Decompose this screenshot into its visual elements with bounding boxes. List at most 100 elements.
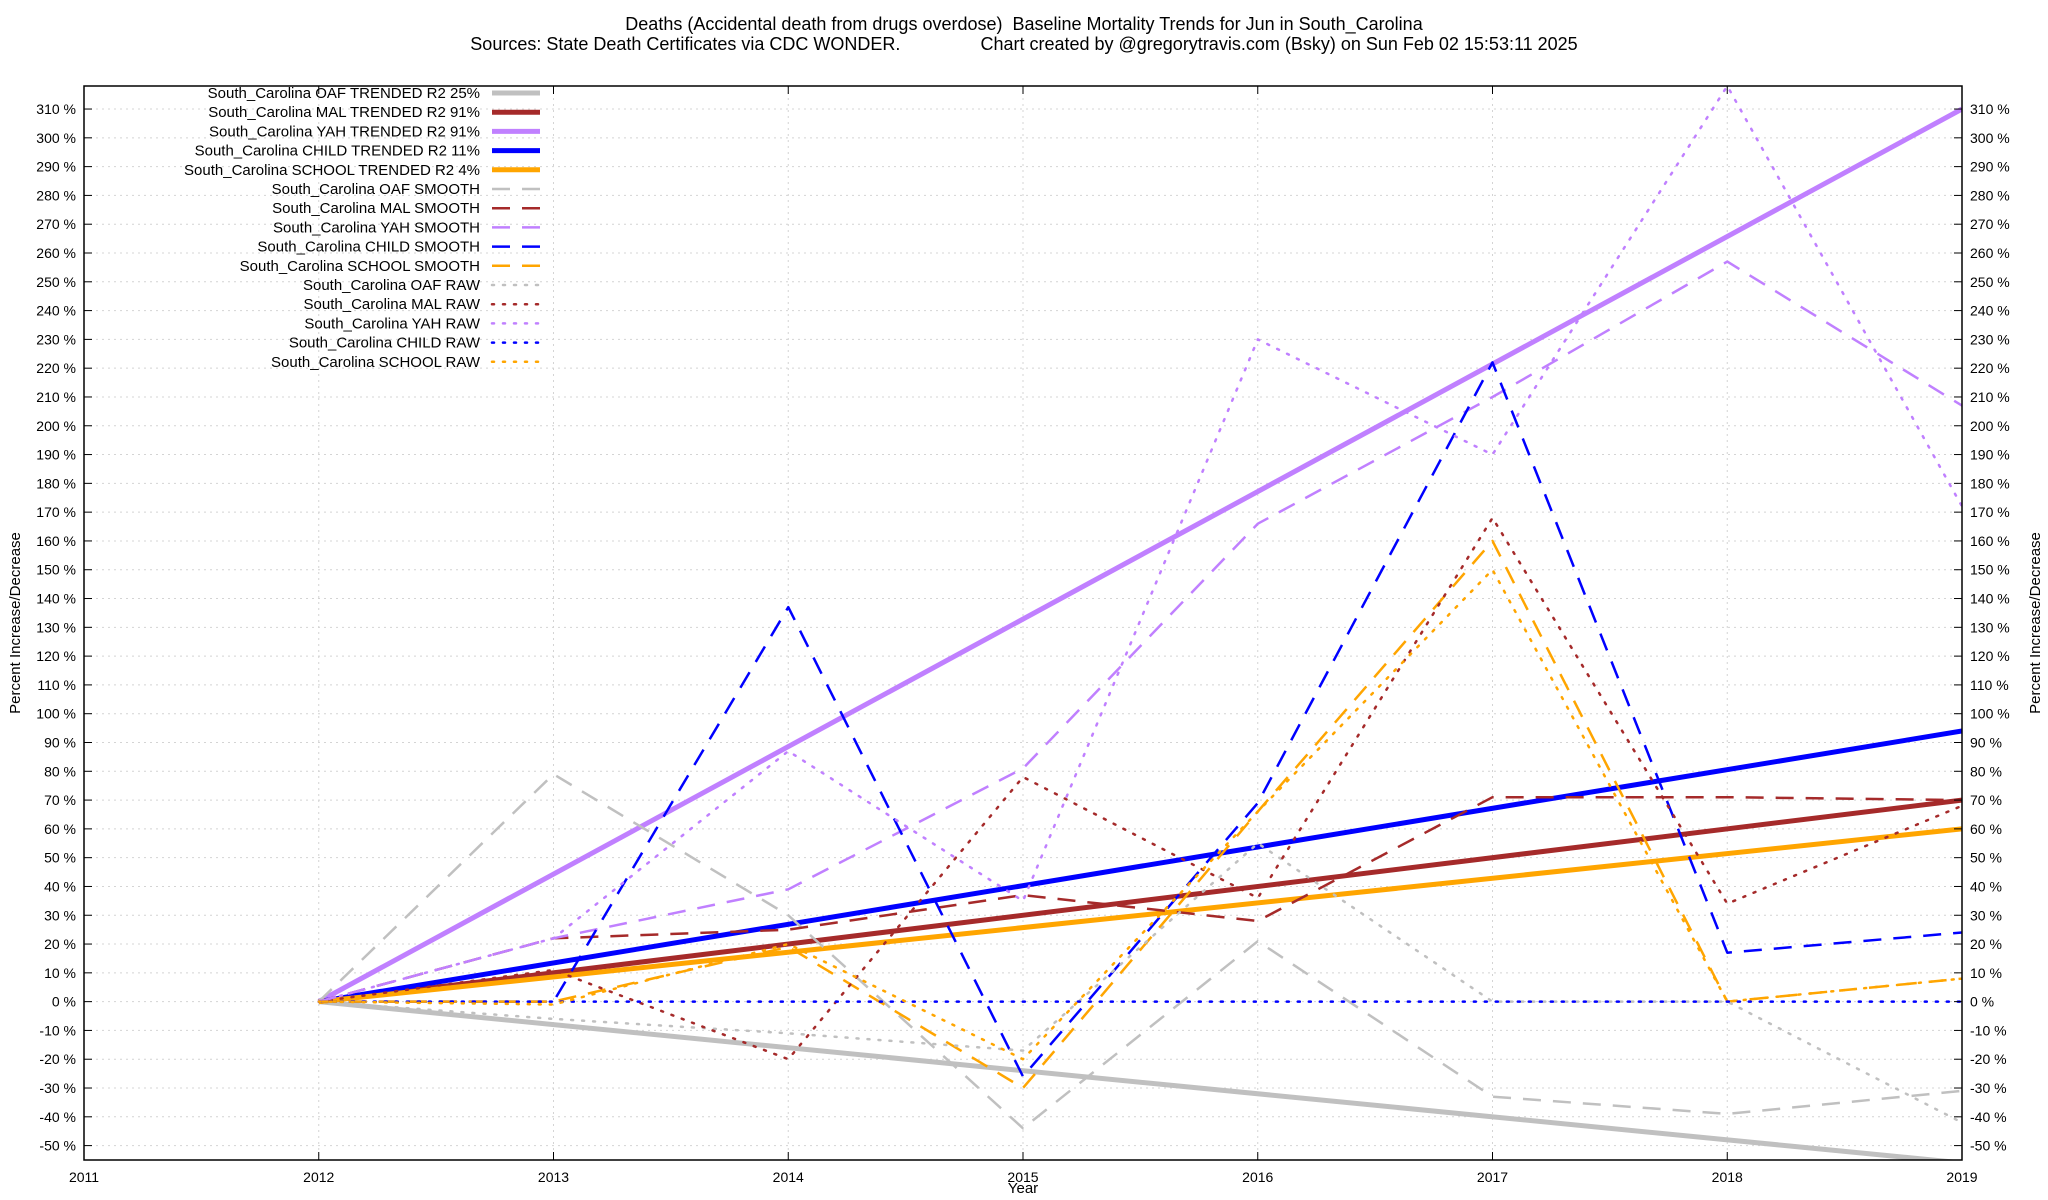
y2-axis-label: Percent Increase/Decrease	[2027, 532, 2044, 714]
y-tick-label: 10 %	[44, 965, 76, 981]
y2-tick-label: 190 %	[1970, 447, 2010, 463]
y2-tick-label: -50 %	[1970, 1138, 2007, 1154]
legend-label: South_Carolina YAH TRENDED R2 91%	[209, 123, 480, 140]
legend-label: South_Carolina MAL RAW	[304, 296, 481, 313]
y-tick-label: -20 %	[39, 1051, 76, 1067]
x-tick-label: 2013	[538, 1169, 569, 1185]
y2-tick-label: 140 %	[1970, 591, 2010, 607]
y2-tick-label: 280 %	[1970, 187, 2010, 203]
legend-label: South_Carolina CHILD SMOOTH	[257, 239, 480, 256]
x-tick-label: 2014	[773, 1169, 804, 1185]
y-tick-label: -40 %	[39, 1109, 76, 1125]
y2-tick-label: 0 %	[1970, 994, 1994, 1010]
y-tick-label: 80 %	[44, 763, 76, 779]
y-tick-label: 260 %	[36, 245, 76, 261]
series-line-10	[317, 842, 1962, 1124]
y-axis-label: Percent Increase/Decrease	[7, 532, 24, 714]
y-tick-label: 140 %	[36, 591, 76, 607]
y2-tick-label: 50 %	[1970, 850, 2002, 866]
y-tick-label: 240 %	[36, 303, 76, 319]
series-line-7	[318, 260, 1962, 1003]
series-line-12	[317, 86, 1962, 1003]
y2-tick-label: -20 %	[1970, 1051, 2007, 1067]
legend-label: South_Carolina MAL TRENDED R2 91%	[208, 104, 480, 121]
legend-label: South_Carolina OAF TRENDED R2 25%	[208, 85, 480, 102]
y2-tick-label: 120 %	[1970, 648, 2010, 664]
y2-tick-label: 150 %	[1970, 562, 2010, 578]
x-tick-label: 2012	[303, 1169, 334, 1185]
legend-label: South_Carolina YAH RAW	[304, 315, 480, 332]
legend-label: South_Carolina OAF SMOOTH	[272, 181, 480, 198]
y2-tick-label: 80 %	[1970, 763, 2002, 779]
y2-tick-label: 300 %	[1970, 130, 2010, 146]
y2-tick-label: 30 %	[1970, 907, 2002, 923]
y2-tick-label: -10 %	[1970, 1022, 2007, 1038]
series-line-3	[318, 728, 1962, 1005]
y2-tick-label: 60 %	[1970, 821, 2002, 837]
y-tick-label: 20 %	[44, 936, 76, 952]
y2-tick-label: 230 %	[1970, 331, 2010, 347]
y-tick-label: 50 %	[44, 850, 76, 866]
y2-tick-label: 210 %	[1970, 389, 2010, 405]
series-group	[317, 86, 1962, 1160]
y2-tick-label: 270 %	[1970, 216, 2010, 232]
y2-tick-label: -40 %	[1970, 1109, 2007, 1125]
y-tick-label: 300 %	[36, 130, 76, 146]
y2-tick-label: 70 %	[1970, 792, 2002, 808]
legend-label: South_Carolina SCHOOL RAW	[271, 354, 481, 371]
y-tick-label: 110 %	[37, 677, 76, 693]
y-tick-label: 120 %	[36, 648, 76, 664]
legend-label: South_Carolina OAF RAW	[303, 277, 481, 294]
series-line-4	[318, 826, 1962, 1005]
y-tick-label: -30 %	[39, 1080, 76, 1096]
y2-tick-label: 180 %	[1970, 475, 2010, 491]
series-line-14	[317, 568, 1962, 1061]
y2-tick-label: 200 %	[1970, 418, 2010, 434]
y-tick-label: 60 %	[44, 821, 76, 837]
series-line-9	[318, 539, 1962, 1090]
y2-tick-label: 310 %	[1970, 101, 2010, 117]
legend: South_Carolina OAF TRENDED R2 25% South_C…	[184, 85, 542, 371]
y-tick-label: 90 %	[44, 734, 76, 750]
legend-label: South_Carolina MAL SMOOTH	[272, 200, 480, 217]
x-tick-label: 2016	[1242, 1169, 1273, 1185]
x-tick-label: 2018	[1712, 1169, 1743, 1185]
y2-tick-label: 250 %	[1970, 274, 2010, 290]
y2-tick-label: -30 %	[1970, 1080, 2007, 1096]
y-tick-label: 280 %	[36, 187, 76, 203]
y2-tick-label: 240 %	[1970, 303, 2010, 319]
x-axis-label: Year	[1008, 1180, 1038, 1197]
y-tick-label: 230 %	[36, 331, 76, 347]
grid	[83, 86, 1963, 1160]
y-tick-label: 150 %	[36, 562, 76, 578]
y-tick-label: 220 %	[36, 360, 76, 376]
axis-ticks: 2011 2012 2013 2014 2015 2016 2017 2018 2019 -50 …	[36, 86, 2010, 1185]
x-tick-label: 2011	[69, 1169, 99, 1185]
y-tick-label: 250 %	[36, 274, 76, 290]
y-tick-label: 270 %	[36, 216, 76, 232]
legend-label: South_Carolina CHILD RAW	[289, 335, 481, 352]
y2-tick-label: 10 %	[1970, 965, 2002, 981]
series-line-0	[318, 999, 1959, 1160]
series-line-5	[317, 772, 1962, 1130]
x-tick-label: 2017	[1477, 1169, 1508, 1185]
y-tick-label: 200 %	[36, 418, 76, 434]
legend-label: South_Carolina YAH SMOOTH	[273, 219, 480, 236]
y-tick-label: -50 %	[39, 1138, 76, 1154]
y-tick-label: 180 %	[36, 475, 76, 491]
series-line-8	[318, 361, 1962, 1078]
y-tick-label: 310 %	[36, 101, 76, 117]
y2-tick-label: 260 %	[1970, 245, 2010, 261]
y-tick-label: 40 %	[44, 878, 76, 894]
y-tick-label: 290 %	[36, 159, 76, 175]
y2-tick-label: 160 %	[1970, 533, 2010, 549]
y2-tick-label: 100 %	[1970, 706, 2010, 722]
legend-label: South_Carolina SCHOOL TRENDED R2 4%	[184, 162, 480, 179]
x-tick-label: 2015	[1007, 1169, 1038, 1185]
y2-tick-label: 90 %	[1970, 734, 2002, 750]
y-tick-label: 130 %	[36, 619, 76, 635]
y-tick-label: 70 %	[44, 792, 76, 808]
legend-label: South_Carolina CHILD TRENDED R2 11%	[195, 143, 480, 160]
y-tick-label: 100 %	[36, 706, 76, 722]
